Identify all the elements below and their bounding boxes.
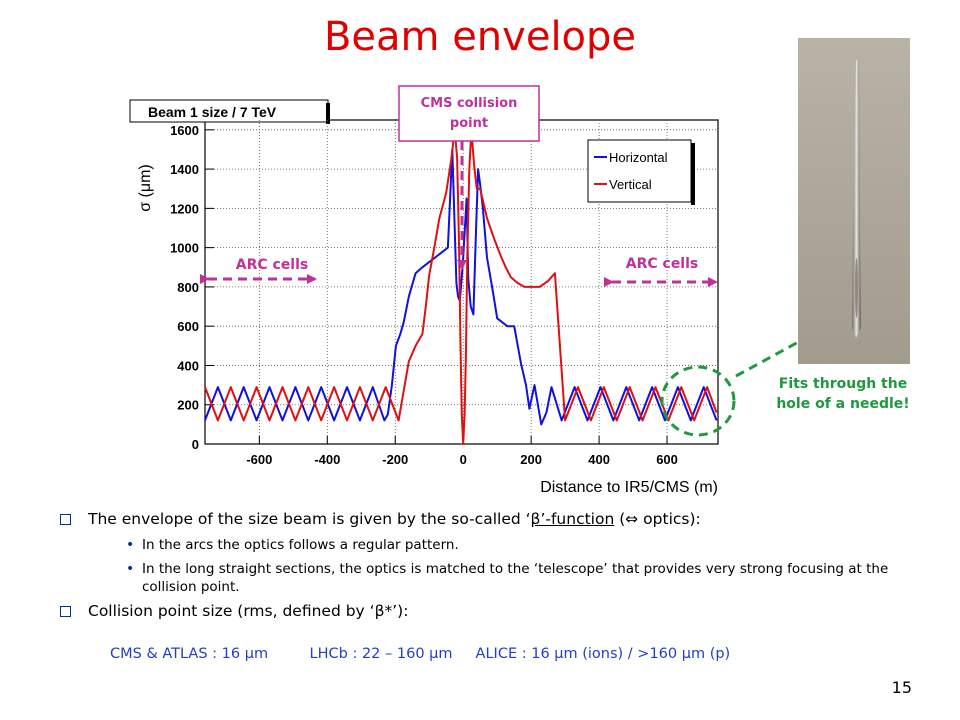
y-tick-label: 200	[177, 398, 199, 413]
legend-entry-horizontal: Horizontal	[609, 150, 668, 165]
needle-photo	[798, 38, 910, 364]
x-axis-label: Distance to IR5/CMS (m)	[540, 479, 718, 496]
x-tick-label: -600	[246, 452, 272, 467]
needle-note: Fits through the hole of a needle!	[776, 376, 910, 412]
y-axis-label: σ (μm)	[137, 164, 154, 212]
sub-bullet-straight-sections: • In the long straight sections, the opt…	[126, 561, 889, 595]
y-tick-label: 1600	[170, 123, 199, 138]
legend: Horizontal Vertical	[587, 139, 695, 205]
bullet-list: The envelope of the size beam is given b…	[60, 510, 920, 628]
x-tick-label: 400	[588, 452, 610, 467]
dot-bullet-icon: •	[126, 561, 135, 577]
y-tick-label: 1200	[170, 201, 199, 216]
bullet-collision-size: Collision point size (rms, defined by ‘β…	[60, 602, 920, 620]
chart-title-shadow	[326, 103, 330, 124]
series-line-vertical	[204, 128, 718, 445]
collision-sizes: CMS & ATLAS : 16 μm LHCb : 22 – 160 μm A…	[110, 646, 731, 662]
slide-title: Beam envelope	[323, 14, 637, 60]
y-tick-label: 800	[177, 280, 199, 295]
square-bullet-icon	[60, 514, 71, 525]
beta-function-link: β’-function	[530, 510, 615, 528]
square-bullet-icon	[60, 606, 71, 617]
series-lines	[204, 128, 718, 445]
y-tick-label: 600	[177, 319, 199, 334]
y-tick-label: 1000	[170, 241, 199, 256]
arc-label-left: ARC cells	[236, 257, 309, 273]
x-tick-label: 600	[656, 452, 678, 467]
needle-circle	[660, 365, 736, 437]
cms-annotation: CMS collision point	[398, 85, 540, 270]
page-number: 15	[891, 678, 912, 697]
y-tick-label: 1400	[170, 162, 199, 177]
needle-pointer	[660, 314, 848, 437]
arc-annotations: ARC cells ARC cells	[200, 256, 718, 287]
arc-label-right: ARC cells	[626, 256, 699, 272]
sub-bullet-arcs: • In the arcs the optics follows a regul…	[126, 537, 459, 553]
dot-bullet-icon: •	[126, 537, 135, 553]
bullet-envelope: The envelope of the size beam is given b…	[60, 510, 920, 528]
x-tick-label: -400	[314, 452, 340, 467]
y-tick-label: 0	[192, 437, 199, 452]
legend-entry-vertical: Vertical	[609, 177, 652, 192]
x-tick-label: 200	[520, 452, 542, 467]
axis-ticks: -600 -400 -200 0 200 400 600 0 200 400 600 800 1000 1…	[170, 123, 678, 467]
cms-annotation-line1: CMS collision point	[421, 96, 518, 131]
x-tick-label: 0	[460, 452, 467, 467]
y-tick-label: 400	[177, 358, 199, 373]
needle-arrow	[735, 314, 848, 378]
x-tick-label: -200	[382, 452, 408, 467]
chart-title: Beam 1 size / 7 TeV	[148, 104, 277, 120]
